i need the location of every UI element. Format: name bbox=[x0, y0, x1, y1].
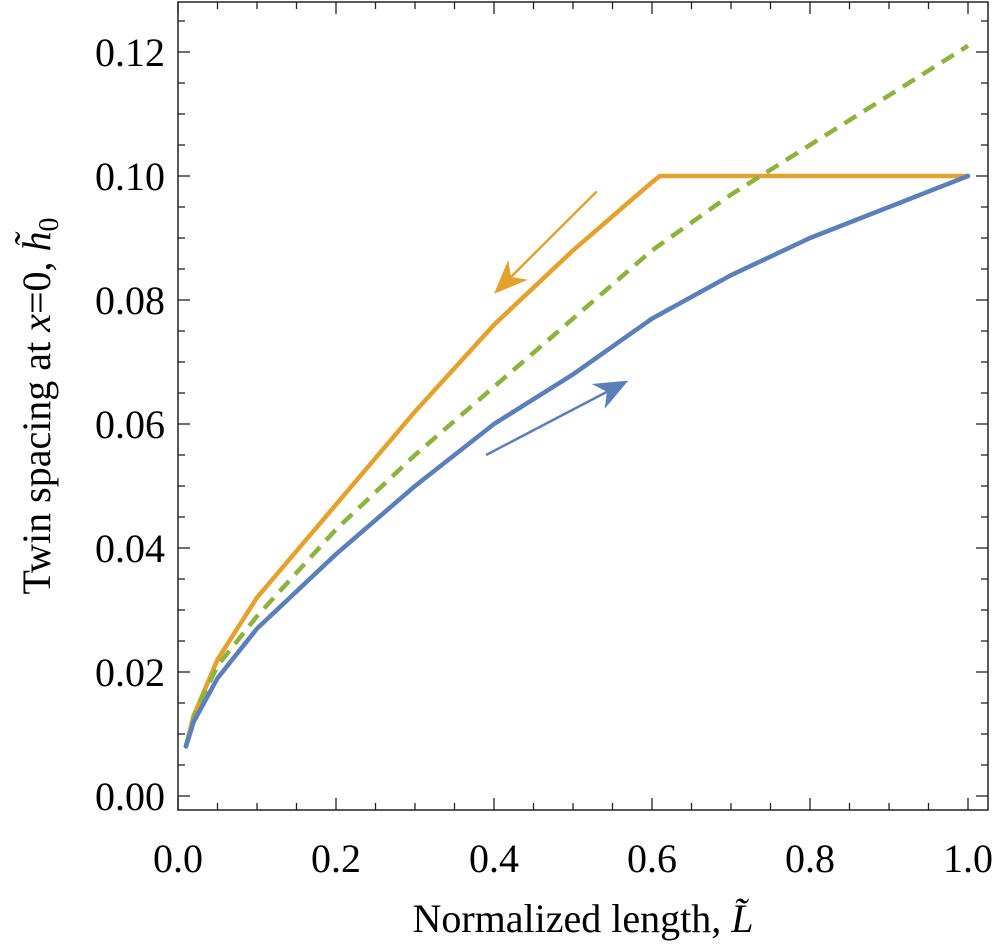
series-line-1 bbox=[183, 173, 971, 749]
y-tick-label: 0.12 bbox=[95, 30, 165, 75]
x-tick-label: 0.8 bbox=[785, 836, 835, 881]
y-axis-title: Twin spacing at x=0, h̃0 bbox=[14, 217, 65, 594]
series-line-2 bbox=[183, 43, 970, 747]
ticks bbox=[177, 2, 988, 810]
x-tick-labels: 0.0 0.2 0.4 0.6 0.8 1.0 bbox=[153, 836, 993, 881]
series-line-3 bbox=[183, 173, 971, 749]
x-tick-label: 0.2 bbox=[311, 836, 361, 881]
arrow-shaft-2 bbox=[485, 390, 608, 457]
y-tick-label: 0.10 bbox=[95, 154, 165, 199]
annotation-layer bbox=[485, 190, 629, 457]
x-tick-label: 0.4 bbox=[469, 836, 519, 881]
x-tick-label: 0.0 bbox=[153, 836, 203, 881]
arrow-head-2 bbox=[591, 380, 629, 409]
x-tick-label: 0.6 bbox=[627, 836, 677, 881]
arrow-head-1 bbox=[494, 259, 528, 294]
y-tick-label: 0.02 bbox=[95, 650, 165, 695]
y-tick-label: 0.04 bbox=[95, 526, 165, 571]
y-tick-label: 0.06 bbox=[95, 402, 165, 447]
y-tick-labels: 0.00 0.02 0.04 0.06 0.08 0.10 0.12 bbox=[95, 30, 165, 819]
arrow-shaft-1 bbox=[510, 190, 598, 278]
series-layer bbox=[183, 43, 971, 749]
x-axis-title: Normalized length, L̃ bbox=[412, 896, 753, 941]
y-tick-label: 0.08 bbox=[95, 278, 165, 323]
plot-frame bbox=[177, 1, 989, 811]
x-tick-label: 1.0 bbox=[943, 836, 993, 881]
y-tick-label: 0.00 bbox=[95, 774, 165, 819]
